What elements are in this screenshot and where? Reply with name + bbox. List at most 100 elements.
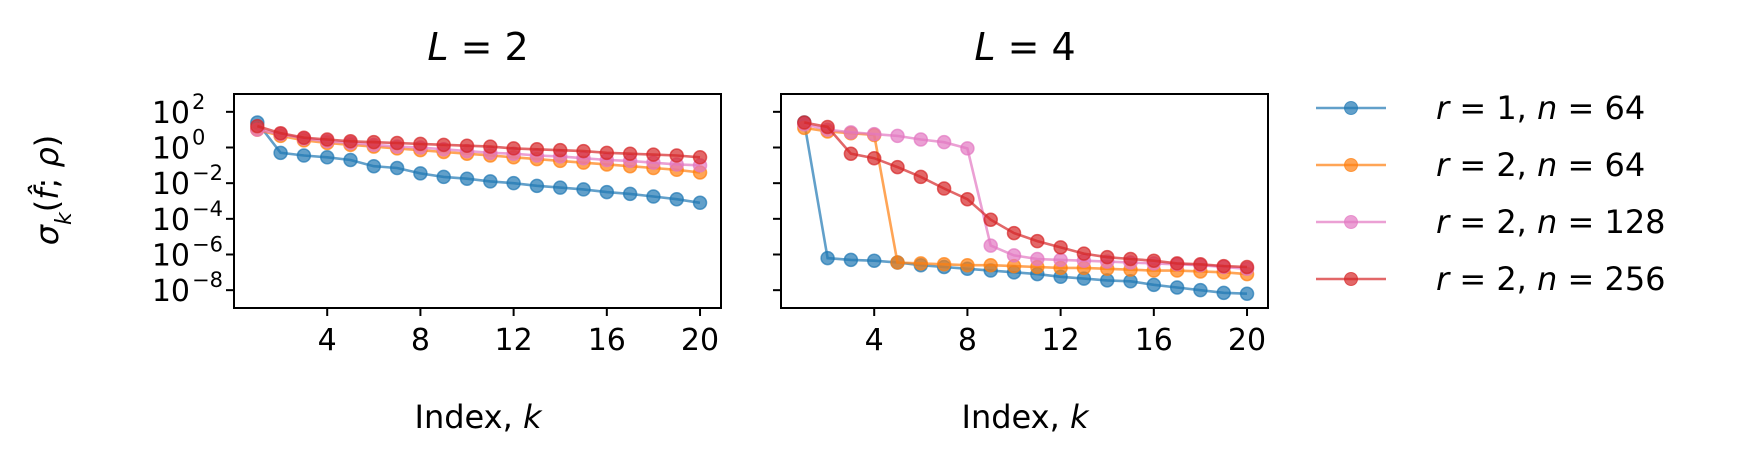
data-point bbox=[577, 183, 590, 196]
data-point bbox=[1147, 254, 1160, 267]
data-point bbox=[367, 136, 380, 149]
data-point bbox=[484, 140, 497, 153]
data-point bbox=[437, 138, 450, 151]
data-point bbox=[961, 142, 974, 155]
data-point bbox=[600, 186, 613, 199]
x-axis-label: Index, k bbox=[962, 398, 1090, 436]
data-point bbox=[647, 148, 660, 161]
data-point bbox=[321, 151, 334, 164]
y-axis-label: σk(f̂; ρ) bbox=[28, 135, 77, 246]
data-point bbox=[414, 167, 427, 180]
data-point bbox=[624, 187, 637, 200]
legend-marker bbox=[1345, 273, 1358, 286]
data-point bbox=[1101, 251, 1114, 264]
data-point bbox=[414, 137, 427, 150]
data-point bbox=[391, 137, 404, 150]
data-point bbox=[821, 252, 834, 265]
plot-area bbox=[251, 116, 707, 209]
data-point bbox=[868, 254, 881, 267]
data-point bbox=[1217, 260, 1230, 273]
data-point bbox=[1008, 249, 1021, 262]
data-point bbox=[344, 135, 357, 148]
data-point bbox=[1171, 281, 1184, 294]
data-point bbox=[1217, 286, 1230, 299]
legend-marker bbox=[1345, 102, 1358, 115]
data-point bbox=[891, 129, 904, 142]
legend: r = 1, n = 64 r = 2, n = 64 r = 2, n = 128… bbox=[1316, 89, 1666, 298]
panel-l4: L = 4 4 8 12 16 20 Index, k bbox=[773, 25, 1268, 436]
data-point bbox=[868, 152, 881, 165]
data-point bbox=[554, 181, 567, 194]
data-point bbox=[1194, 284, 1207, 297]
series-line bbox=[804, 124, 1247, 268]
data-point bbox=[507, 142, 520, 155]
data-point bbox=[274, 127, 287, 140]
data-point bbox=[1008, 227, 1021, 240]
data-point bbox=[461, 139, 474, 152]
y-tick-label: 10−8 bbox=[152, 268, 223, 309]
data-point bbox=[647, 190, 660, 203]
x-axis-label: Index, k bbox=[415, 398, 543, 436]
legend-label: r = 2, n = 64 bbox=[1436, 146, 1645, 184]
legend-label: r = 1, n = 64 bbox=[1436, 89, 1645, 127]
x-ticks: 4 8 12 16 20 bbox=[865, 308, 1266, 358]
data-point bbox=[938, 136, 951, 149]
data-point bbox=[961, 259, 974, 272]
data-point bbox=[461, 172, 474, 185]
legend-marker bbox=[1345, 159, 1358, 172]
data-point bbox=[1241, 287, 1254, 300]
data-point bbox=[821, 120, 834, 133]
data-point bbox=[367, 160, 380, 173]
data-point bbox=[914, 170, 927, 183]
data-point bbox=[844, 253, 857, 266]
data-point bbox=[391, 162, 404, 175]
data-point bbox=[914, 133, 927, 146]
legend-entry: r = 2, n = 64 bbox=[1316, 146, 1645, 184]
title-rest: = 4 bbox=[995, 25, 1075, 69]
x-axis-label-var: k bbox=[1070, 398, 1090, 436]
x-tick-label: 20 bbox=[681, 323, 719, 358]
data-point bbox=[274, 146, 287, 159]
data-point bbox=[694, 196, 707, 209]
data-point bbox=[1077, 247, 1090, 260]
title-rest: = 2 bbox=[448, 25, 528, 69]
legend-entry: r = 1, n = 64 bbox=[1316, 89, 1645, 127]
title-var: L bbox=[974, 25, 995, 69]
data-point bbox=[530, 143, 543, 156]
data-point bbox=[484, 175, 497, 188]
series-line bbox=[804, 123, 1247, 268]
data-point bbox=[1031, 252, 1044, 265]
data-point bbox=[1054, 253, 1067, 266]
data-point bbox=[437, 170, 450, 183]
data-point bbox=[670, 193, 683, 206]
data-point bbox=[251, 120, 264, 133]
x-tick-label: 16 bbox=[588, 323, 626, 358]
data-point bbox=[844, 126, 857, 139]
data-point bbox=[938, 182, 951, 195]
legend-marker bbox=[1345, 216, 1358, 229]
data-point bbox=[798, 116, 811, 129]
plot-area bbox=[798, 116, 1254, 300]
data-point bbox=[1171, 257, 1184, 270]
data-point bbox=[1194, 258, 1207, 271]
data-point bbox=[961, 193, 974, 206]
data-point bbox=[321, 133, 334, 146]
data-point bbox=[1054, 241, 1067, 254]
data-point bbox=[1147, 278, 1160, 291]
data-point bbox=[844, 147, 857, 160]
data-point bbox=[914, 257, 927, 270]
legend-label: r = 2, n = 128 bbox=[1436, 203, 1666, 241]
legend-entry: r = 2, n = 256 bbox=[1316, 260, 1666, 298]
x-axis-label-text: Index, bbox=[962, 398, 1070, 436]
x-tick-label: 12 bbox=[495, 323, 533, 358]
title-var: L bbox=[427, 25, 448, 69]
legend-entry: r = 2, n = 128 bbox=[1316, 203, 1666, 241]
data-point bbox=[530, 179, 543, 192]
x-tick-label: 16 bbox=[1135, 323, 1173, 358]
data-point bbox=[600, 146, 613, 159]
x-tick-label: 4 bbox=[318, 323, 337, 358]
x-ticks: 4 8 12 16 20 bbox=[318, 308, 719, 358]
data-point bbox=[1124, 252, 1137, 265]
data-point bbox=[1241, 260, 1254, 273]
data-point bbox=[984, 259, 997, 272]
